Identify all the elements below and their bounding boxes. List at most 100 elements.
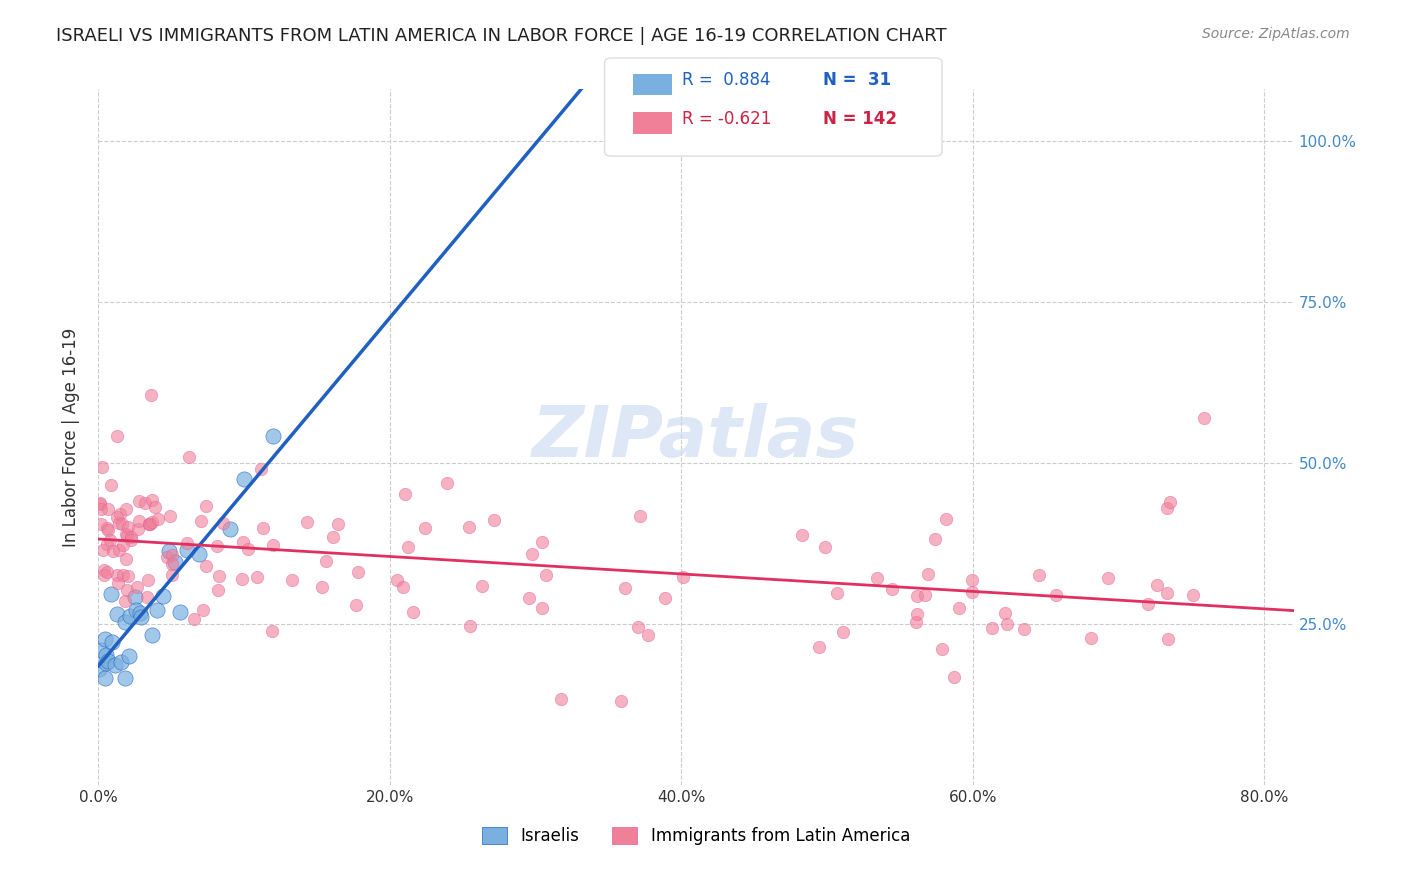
Immigrants from Latin America <box>519 591 541 606</box>
Immigrants from Latin America <box>610 694 633 708</box>
Immigrants from Latin America <box>344 598 367 612</box>
Israelis <box>145 603 167 617</box>
Immigrants from Latin America <box>114 552 136 566</box>
Immigrants from Latin America <box>128 494 150 508</box>
Immigrants from Latin America <box>127 522 149 536</box>
Israelis <box>105 607 128 621</box>
Immigrants from Latin America <box>1137 597 1160 611</box>
Immigrants from Latin America <box>97 501 120 516</box>
Israelis <box>100 587 122 601</box>
Legend: Israelis, Immigrants from Latin America: Israelis, Immigrants from Latin America <box>474 818 918 853</box>
Immigrants from Latin America <box>98 533 121 548</box>
Israelis <box>129 606 152 620</box>
Immigrants from Latin America <box>141 515 163 529</box>
Israelis <box>124 590 146 604</box>
Text: N =  31: N = 31 <box>823 71 890 89</box>
Israelis <box>120 608 142 623</box>
Immigrants from Latin America <box>139 516 162 531</box>
Immigrants from Latin America <box>1045 588 1067 602</box>
Immigrants from Latin America <box>96 520 118 534</box>
Immigrants from Latin America <box>134 496 156 510</box>
Immigrants from Latin America <box>637 628 659 642</box>
Immigrants from Latin America <box>231 572 253 586</box>
Israelis <box>97 654 120 668</box>
Immigrants from Latin America <box>1156 585 1178 599</box>
Israelis <box>90 643 112 657</box>
Israelis <box>125 603 148 617</box>
Immigrants from Latin America <box>914 588 936 602</box>
Israelis <box>262 429 284 443</box>
Immigrants from Latin America <box>111 538 134 552</box>
Immigrants from Latin America <box>115 502 138 516</box>
Israelis <box>114 671 136 685</box>
Israelis <box>89 662 111 676</box>
Text: N = 142: N = 142 <box>823 110 897 128</box>
Immigrants from Latin America <box>832 624 855 639</box>
Immigrants from Latin America <box>394 487 416 501</box>
Immigrants from Latin America <box>530 535 553 549</box>
Immigrants from Latin America <box>1012 623 1035 637</box>
Text: ZIPatlas: ZIPatlas <box>533 402 859 472</box>
Immigrants from Latin America <box>962 585 984 599</box>
Immigrants from Latin America <box>91 460 114 475</box>
Text: Source: ZipAtlas.com: Source: ZipAtlas.com <box>1202 27 1350 41</box>
Immigrants from Latin America <box>1194 410 1216 425</box>
Text: R =  0.884: R = 0.884 <box>682 71 770 89</box>
Immigrants from Latin America <box>138 516 160 531</box>
Israelis <box>141 628 163 642</box>
Immigrants from Latin America <box>458 520 481 534</box>
Immigrants from Latin America <box>252 520 274 534</box>
Israelis <box>157 544 180 558</box>
Immigrants from Latin America <box>550 691 572 706</box>
Israelis <box>169 605 191 619</box>
Immigrants from Latin America <box>385 573 408 587</box>
Immigrants from Latin America <box>905 607 928 621</box>
Immigrants from Latin America <box>825 586 848 600</box>
Immigrants from Latin America <box>191 603 214 617</box>
Immigrants from Latin America <box>139 388 162 402</box>
Immigrants from Latin America <box>105 510 128 524</box>
Immigrants from Latin America <box>627 620 650 634</box>
Immigrants from Latin America <box>232 535 254 549</box>
Immigrants from Latin America <box>105 429 128 443</box>
Immigrants from Latin America <box>315 554 337 568</box>
Immigrants from Latin America <box>183 612 205 626</box>
Immigrants from Latin America <box>614 581 637 595</box>
Immigrants from Latin America <box>295 515 318 529</box>
Immigrants from Latin America <box>1182 588 1205 602</box>
Israelis <box>104 658 127 673</box>
Immigrants from Latin America <box>935 511 957 525</box>
Immigrants from Latin America <box>111 516 134 531</box>
Immigrants from Latin America <box>205 539 228 553</box>
Immigrants from Latin America <box>115 528 138 542</box>
Immigrants from Latin America <box>1097 571 1119 585</box>
Immigrants from Latin America <box>1157 632 1180 646</box>
Immigrants from Latin America <box>120 533 142 548</box>
Immigrants from Latin America <box>482 512 505 526</box>
Immigrants from Latin America <box>250 462 273 476</box>
Immigrants from Latin America <box>136 590 159 604</box>
Immigrants from Latin America <box>89 496 111 510</box>
Immigrants from Latin America <box>866 571 889 585</box>
Immigrants from Latin America <box>91 543 114 558</box>
Immigrants from Latin America <box>391 580 413 594</box>
Immigrants from Latin America <box>807 640 830 655</box>
Immigrants from Latin America <box>436 476 458 491</box>
Immigrants from Latin America <box>176 536 198 550</box>
Immigrants from Latin America <box>160 548 183 562</box>
Immigrants from Latin America <box>924 532 946 546</box>
Immigrants from Latin America <box>115 527 138 541</box>
Immigrants from Latin America <box>114 593 136 607</box>
Immigrants from Latin America <box>905 589 928 603</box>
Immigrants from Latin America <box>103 544 125 558</box>
Immigrants from Latin America <box>905 615 928 629</box>
Immigrants from Latin America <box>931 641 953 656</box>
Immigrants from Latin America <box>207 583 229 598</box>
Immigrants from Latin America <box>246 570 269 584</box>
Israelis <box>118 649 141 664</box>
Immigrants from Latin America <box>159 508 181 523</box>
Immigrants from Latin America <box>128 515 150 529</box>
Immigrants from Latin America <box>1080 632 1102 646</box>
Immigrants from Latin America <box>1028 567 1050 582</box>
Text: R = -0.621: R = -0.621 <box>682 110 772 128</box>
